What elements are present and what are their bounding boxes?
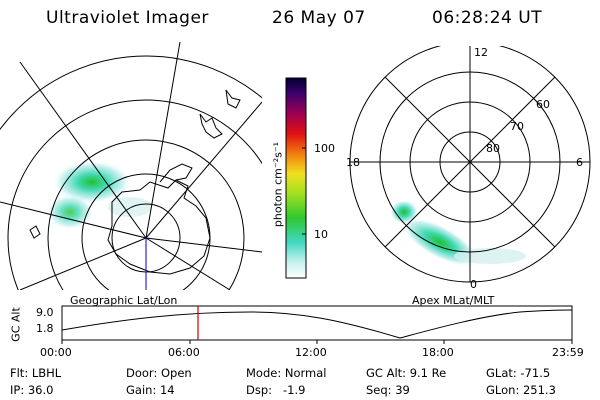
observation-date: 26 May 07 — [272, 8, 366, 28]
mode-value: Mode: Normal — [246, 366, 327, 380]
altitude-timeline — [61, 305, 573, 344]
mlt-label-dusk: 18 — [346, 156, 360, 169]
timeline-ytick: 1.8 — [36, 322, 54, 335]
timeline-xtick: 23:59 — [552, 346, 584, 359]
timeline-xtick: 18:00 — [422, 346, 454, 359]
colorbar-tick-label: 100 — [314, 142, 335, 155]
ip-value: IP: 36.0 — [10, 383, 54, 397]
right-map-caption: Apex MLat/MLT — [412, 294, 495, 307]
mlt-label-noon: 12 — [474, 46, 488, 59]
colorbar-tick-label: 10 — [314, 228, 328, 241]
timeline-ytick: 9.0 — [36, 306, 54, 319]
door-value: Door: Open — [126, 366, 192, 380]
coastline — [29, 225, 41, 239]
left-map-caption: Geographic Lat/Lon — [70, 294, 178, 307]
meridian — [145, 42, 181, 239]
meridian — [19, 237, 147, 290]
lat-label: 80 — [486, 142, 500, 155]
timeline-frame — [61, 305, 573, 341]
timeline-ylabel: GC Alt — [9, 307, 23, 342]
aurora-emission — [454, 248, 526, 264]
colorbar-unit-label: photon cm⁻²s⁻¹ — [271, 141, 285, 228]
lat-circle — [0, 55, 262, 131]
instrument-title: Ultraviolet Imager — [46, 8, 209, 28]
meridian — [145, 101, 262, 239]
mlt-axis — [384, 76, 556, 248]
timeline-xtick: 12:00 — [295, 346, 327, 359]
seq-value: Seq: 39 — [366, 383, 410, 397]
coastline — [199, 113, 223, 139]
meridian — [145, 237, 262, 253]
mlt-label-midnight: 0 — [470, 278, 477, 291]
meridian — [19, 61, 147, 239]
meridian — [0, 201, 147, 239]
meridian — [145, 237, 231, 290]
lat-label: 60 — [536, 98, 550, 111]
coastline — [107, 179, 211, 275]
altitude-curve — [61, 309, 573, 339]
coastline — [159, 163, 193, 183]
colorbar — [285, 77, 307, 279]
aurora-emission — [46, 194, 94, 230]
gc-alt-value: GC Alt: 9.1 Re — [366, 366, 447, 380]
magnetic-polar-plot — [349, 46, 591, 283]
aurora-emission — [108, 197, 152, 217]
timeline-xtick: 06:00 — [168, 346, 200, 359]
geographic-map — [0, 42, 262, 290]
lat-circle — [7, 99, 262, 290]
gain-value: Gain: 14 — [126, 383, 175, 397]
glon-value: GLon: 251.3 — [486, 383, 556, 397]
filter-value: Flt: LBHL — [10, 366, 62, 380]
coastline — [225, 89, 241, 109]
observation-time: 06:28:24 UT — [432, 8, 543, 28]
mlt-label-dawn: 6 — [576, 156, 583, 169]
aurora-emission — [390, 200, 418, 224]
dsp-value: Dsp: -1.9 — [246, 383, 306, 397]
lat-circle — [47, 139, 245, 290]
glat-value: GLat: -71.5 — [486, 366, 551, 380]
aurora-emission — [52, 160, 132, 204]
colorbar-gradient — [285, 77, 307, 279]
lat-label: 70 — [510, 120, 524, 133]
timeline-xtick: 00:00 — [40, 346, 72, 359]
